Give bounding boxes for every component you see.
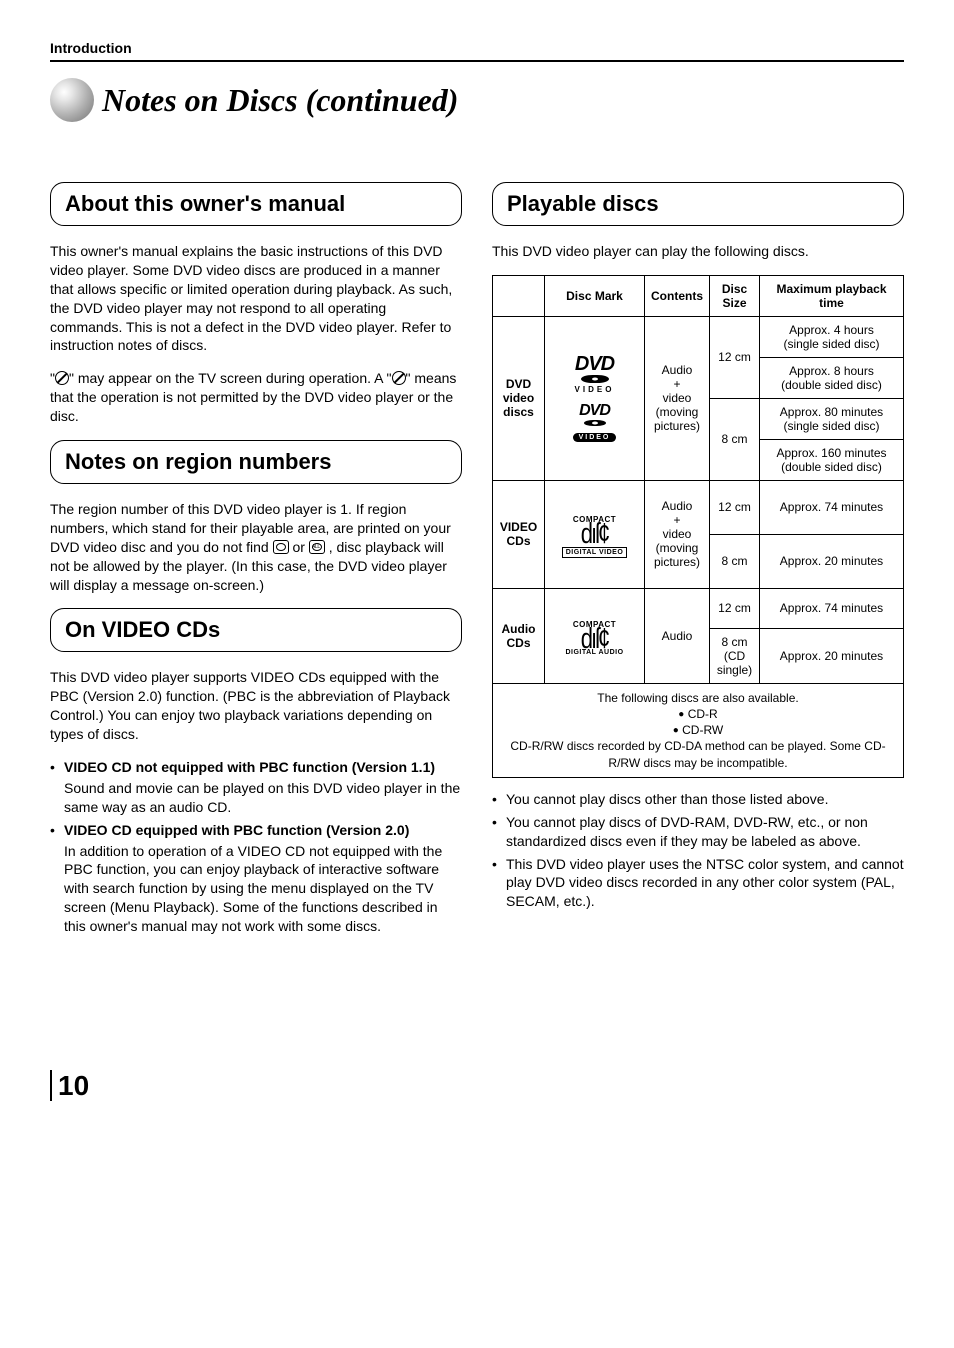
dvd-logo-text-2: DVD [551, 404, 638, 418]
vcd-label: VIDEO CDs [493, 480, 545, 588]
bullet-vcd-no-pbc: VIDEO CD not equipped with PBC function … [50, 758, 462, 817]
page-number: 10 [50, 1070, 89, 1101]
region-all-icon [309, 540, 325, 554]
right-column: Playable discs This DVD video player can… [492, 182, 904, 950]
dvd-contents: Audio + video (moving pictures) [645, 316, 710, 480]
acd-size-0: 12 cm [710, 588, 760, 628]
vcd-mark-cell: COMPACT dıſ¢ DIGITAL VIDEO [545, 480, 645, 588]
dvd-size-8: 8 cm [710, 398, 760, 480]
cd-disc-text-2: dıſ¢ [551, 630, 638, 648]
region-numbers-p1: The region number of this DVD video play… [50, 500, 462, 594]
dvd-disc-icon-2 [584, 420, 606, 426]
region-1-icon [273, 540, 289, 554]
dvd-size-12: 12 cm [710, 316, 760, 398]
b1-title: VIDEO CD not equipped with PBC function … [64, 759, 435, 775]
th-max: Maximum playback time [760, 275, 904, 316]
discs-table: Disc Mark Contents Disc Size Maximum pla… [492, 275, 904, 778]
acd-size-1: 8 cm (CD single) [710, 628, 760, 683]
playable-intro: This DVD video player can play the follo… [492, 242, 904, 261]
b2-body: In addition to operation of a VIDEO CD n… [64, 842, 462, 936]
section-about-manual: About this owner's manual [50, 182, 462, 226]
page-header: Introduction [50, 40, 904, 62]
dvd-time-3: Approx. 160 minutes (double sided disc) [760, 439, 904, 480]
section-label: Introduction [50, 40, 904, 56]
section-region-numbers: Notes on region numbers [50, 440, 462, 484]
th-blank [493, 275, 545, 316]
footnote-cdr: CD-R [688, 707, 718, 721]
bullet-icon: ● [678, 709, 684, 720]
heading-playable-discs: Playable discs [507, 191, 889, 217]
prohibit-icon [392, 371, 406, 385]
b2-title: VIDEO CD equipped with PBC function (Ver… [64, 822, 409, 838]
table-row: DVD video discs DVD VIDEO DVD VIDEO Audi… [493, 316, 904, 357]
table-row: Audio CDs COMPACT dıſ¢ DIGITAL AUDIO Aud… [493, 588, 904, 628]
left-column: About this owner's manual This owner's m… [50, 182, 462, 950]
vcd-time-0: Approx. 74 minutes [760, 480, 904, 534]
section-video-cds: On VIDEO CDs [50, 608, 462, 652]
page-title-row: Notes on Discs (continued) [50, 78, 904, 122]
about-manual-p1: This owner's manual explains the basic i… [50, 242, 462, 355]
dvd-time-0: Approx. 4 hours (single sided disc) [760, 316, 904, 357]
compact-disc-audio-logo: COMPACT dıſ¢ DIGITAL AUDIO [551, 616, 638, 657]
playable-notes: You cannot play discs other than those l… [492, 790, 904, 911]
acd-time-0: Approx. 74 minutes [760, 588, 904, 628]
table-header-row: Disc Mark Contents Disc Size Maximum pla… [493, 275, 904, 316]
footnote-line1: The following discs are also available. [597, 691, 798, 705]
bullet-icon: ● [673, 725, 679, 736]
dvd-video-logo-2: DVD VIDEO [551, 404, 638, 442]
th-contents: Contents [645, 275, 710, 316]
table-row: VIDEO CDs COMPACT dıſ¢ DIGITAL VIDEO Aud… [493, 480, 904, 534]
acd-contents: Audio [645, 588, 710, 683]
th-size: Disc Size [710, 275, 760, 316]
about-manual-p2: "" may appear on the TV screen during op… [50, 369, 462, 426]
acd-time-1: Approx. 20 minutes [760, 628, 904, 683]
prohibit-icon [55, 371, 69, 385]
bullet-vcd-with-pbc: VIDEO CD equipped with PBC function (Ver… [50, 821, 462, 936]
page-title: Notes on Discs (continued) [102, 82, 458, 119]
page-number-wrap: 10 [50, 1070, 904, 1102]
heading-region-numbers: Notes on region numbers [65, 449, 447, 475]
vcd-size-1: 8 cm [710, 534, 760, 588]
heading-video-cds: On VIDEO CDs [65, 617, 447, 643]
dvd-time-1: Approx. 8 hours (double sided disc) [760, 357, 904, 398]
table-footnote-cell: The following discs are also available. … [493, 683, 904, 777]
th-mark: Disc Mark [545, 275, 645, 316]
compact-disc-video-logo: COMPACT dıſ¢ DIGITAL VIDEO [551, 511, 638, 558]
acd-label: Audio CDs [493, 588, 545, 683]
dvd-time-2: Approx. 80 minutes (single sided disc) [760, 398, 904, 439]
footnote-line2: CD-R/RW discs recorded by CD-DA method c… [510, 739, 885, 769]
note-1: You cannot play discs of DVD-RAM, DVD-RW… [492, 813, 904, 851]
table-footnote-row: The following discs are also available. … [493, 683, 904, 777]
dvd-logo-sub-2: VIDEO [573, 433, 617, 442]
note-0: You cannot play discs other than those l… [492, 790, 904, 809]
footnote-cdrw: CD-RW [682, 723, 723, 737]
dvd-logo-text: DVD [551, 355, 638, 373]
dvd-logo-sub: VIDEO [551, 385, 638, 394]
dvd-mark-cell: DVD VIDEO DVD VIDEO [545, 316, 645, 480]
sphere-icon [50, 78, 94, 122]
video-cds-p1: This DVD video player supports VIDEO CDs… [50, 668, 462, 744]
video-cds-bullets: VIDEO CD not equipped with PBC function … [50, 758, 462, 936]
vcd-size-0: 12 cm [710, 480, 760, 534]
cd-disc-text: dıſ¢ [551, 525, 638, 543]
b1-body: Sound and movie can be played on this DV… [64, 779, 462, 817]
note-2: This DVD video player uses the NTSC colo… [492, 855, 904, 912]
vcd-contents: Audio + video (moving pictures) [645, 480, 710, 588]
content-columns: About this owner's manual This owner's m… [50, 182, 904, 950]
dvd-disc-icon [581, 375, 609, 383]
vcd-time-1: Approx. 20 minutes [760, 534, 904, 588]
acd-mark-cell: COMPACT dıſ¢ DIGITAL AUDIO [545, 588, 645, 683]
dvd-video-logo: DVD VIDEO [551, 355, 638, 394]
dvd-label: DVD video discs [493, 316, 545, 480]
heading-about-manual: About this owner's manual [65, 191, 447, 217]
section-playable-discs: Playable discs [492, 182, 904, 226]
rn-b: or [289, 539, 309, 555]
header-rule [50, 60, 904, 62]
p2b: " may appear on the TV screen during ope… [69, 370, 392, 386]
